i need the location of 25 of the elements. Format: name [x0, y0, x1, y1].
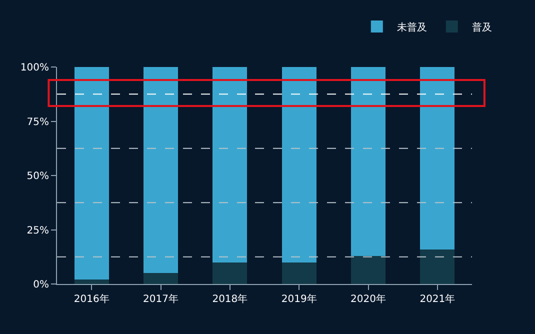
bar — [420, 67, 455, 250]
y-tick-label: 75% — [26, 116, 49, 128]
y-tick-label: 25% — [26, 225, 49, 236]
x-tick-label: 2020年 — [350, 293, 386, 305]
x-tick-label: 2017年 — [143, 293, 178, 305]
bar — [212, 262, 248, 284]
bar — [282, 262, 316, 284]
bar — [212, 67, 248, 262]
bar — [74, 280, 109, 284]
x-tick-label: 2018年 — [212, 293, 248, 305]
bar — [74, 67, 109, 280]
y-tick-label: 50% — [26, 171, 49, 182]
legend-label: 普及 — [472, 21, 492, 34]
y-tick-label: 100% — [20, 62, 49, 74]
y-tick-label: 0% — [33, 280, 49, 290]
legend-label: 未普及 — [396, 21, 427, 34]
bar — [143, 273, 178, 284]
bar — [350, 256, 386, 284]
bar — [350, 67, 386, 256]
x-tick-label: 2019年 — [281, 293, 317, 305]
x-tick-label: 2016年 — [74, 293, 110, 305]
x-tick-label: 2021年 — [420, 293, 456, 305]
bar — [282, 67, 316, 262]
bar — [143, 67, 178, 274]
bar — [420, 249, 455, 284]
